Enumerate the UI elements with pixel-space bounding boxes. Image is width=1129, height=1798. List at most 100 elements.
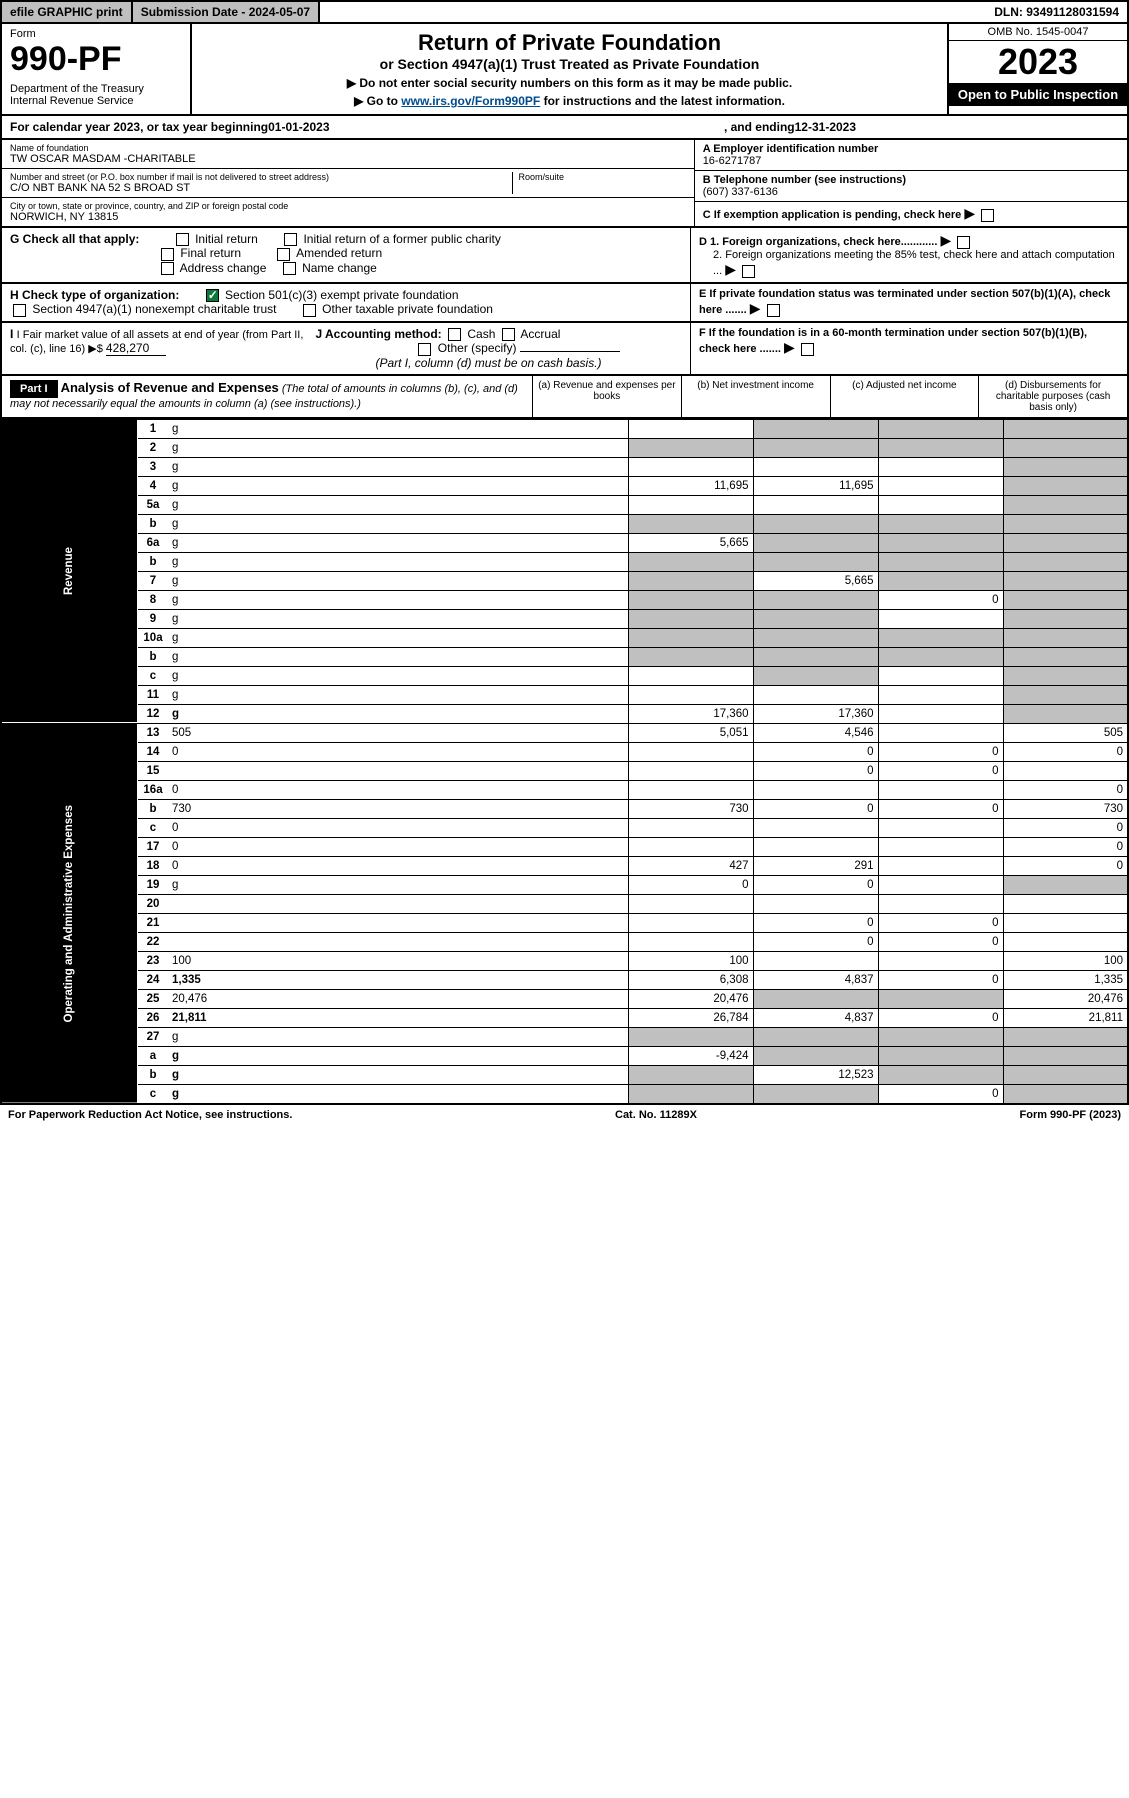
line-number: 22 xyxy=(138,932,168,951)
amount-cell: 4,837 xyxy=(753,1008,878,1027)
line-description: 0 xyxy=(168,837,628,856)
amount-cell xyxy=(1003,419,1128,438)
amount-cell xyxy=(628,552,753,571)
amount-cell xyxy=(753,590,878,609)
amount-cell: 0 xyxy=(878,590,1003,609)
amount-cell: 4,546 xyxy=(753,723,878,742)
col-b-header: (b) Net investment income xyxy=(681,376,830,417)
g-label: G Check all that apply: xyxy=(10,232,139,246)
line-description: g xyxy=(168,647,628,666)
amount-cell xyxy=(878,666,1003,685)
line-number: 5a xyxy=(138,495,168,514)
line-number: a xyxy=(138,1046,168,1065)
g-former-charity[interactable] xyxy=(284,233,297,246)
amount-cell xyxy=(1003,514,1128,533)
g-amended[interactable] xyxy=(277,248,290,261)
amount-cell xyxy=(628,742,753,761)
h-4947[interactable] xyxy=(13,304,26,317)
line-number: 26 xyxy=(138,1008,168,1027)
table-row: 7g5,665 xyxy=(1,571,1128,590)
form-url-link[interactable]: www.irs.gov/Form990PF xyxy=(401,94,540,108)
form-label: Form xyxy=(10,28,182,40)
table-row: 9g xyxy=(1,609,1128,628)
line-description: g xyxy=(168,514,628,533)
d1-checkbox[interactable] xyxy=(957,236,970,249)
g-final-return[interactable] xyxy=(161,248,174,261)
d1-label: D 1. Foreign organizations, check here..… xyxy=(699,236,937,248)
e-checkbox[interactable] xyxy=(767,304,780,317)
line-number: c xyxy=(138,1084,168,1104)
amount-cell xyxy=(628,571,753,590)
line-description: 100 xyxy=(168,951,628,970)
line-description: g xyxy=(168,1027,628,1046)
amount-cell: 0 xyxy=(753,913,878,932)
amount-cell: 0 xyxy=(878,799,1003,818)
footer-left: For Paperwork Reduction Act Notice, see … xyxy=(8,1109,292,1121)
amount-cell xyxy=(753,419,878,438)
line-number: 12 xyxy=(138,704,168,723)
amount-cell xyxy=(628,495,753,514)
amount-cell xyxy=(628,685,753,704)
line-description: 21,811 xyxy=(168,1008,628,1027)
d2-checkbox[interactable] xyxy=(742,265,755,278)
page-footer: For Paperwork Reduction Act Notice, see … xyxy=(0,1105,1129,1125)
g-initial-return[interactable] xyxy=(176,233,189,246)
amount-cell: 0 xyxy=(753,761,878,780)
table-row: 1804272910 xyxy=(1,856,1128,875)
ein-value: 16-6271787 xyxy=(703,155,1119,167)
j-accrual[interactable] xyxy=(502,328,515,341)
revenue-sidelabel: Revenue xyxy=(1,419,138,723)
amount-cell xyxy=(753,666,878,685)
c-checkbox[interactable] xyxy=(981,209,994,222)
line-description xyxy=(168,894,628,913)
amount-cell xyxy=(878,609,1003,628)
amount-cell xyxy=(1003,647,1128,666)
amount-cell: 21,811 xyxy=(1003,1008,1128,1027)
amount-cell xyxy=(753,894,878,913)
amount-cell: 4,837 xyxy=(753,970,878,989)
amount-cell: 0 xyxy=(878,1008,1003,1027)
efile-print[interactable]: efile GRAPHIC print xyxy=(2,2,133,22)
amount-cell xyxy=(1003,1084,1128,1104)
amount-cell xyxy=(628,590,753,609)
table-row: Operating and Administrative Expenses135… xyxy=(1,723,1128,742)
col-c-header: (c) Adjusted net income xyxy=(830,376,979,417)
footer-right: Form 990-PF (2023) xyxy=(1020,1109,1121,1121)
line-number: 9 xyxy=(138,609,168,628)
amount-cell xyxy=(878,723,1003,742)
amount-cell: 17,360 xyxy=(628,704,753,723)
part1-header: Part I Analysis of Revenue and Expenses … xyxy=(0,376,1129,419)
g-name-change[interactable] xyxy=(283,262,296,275)
j-cash[interactable] xyxy=(448,328,461,341)
table-row: 1500 xyxy=(1,761,1128,780)
amount-cell xyxy=(753,1046,878,1065)
instr-line1: ▶ Do not enter social security numbers o… xyxy=(198,76,941,90)
table-row: 16a00 xyxy=(1,780,1128,799)
line-description: g xyxy=(168,685,628,704)
amount-cell xyxy=(628,837,753,856)
table-row: 23100100100 xyxy=(1,951,1128,970)
amount-cell xyxy=(753,628,878,647)
line-number: 15 xyxy=(138,761,168,780)
line-description: g xyxy=(168,1065,628,1084)
form-number: 990-PF xyxy=(10,40,182,79)
amount-cell xyxy=(628,1027,753,1046)
line-number: 21 xyxy=(138,913,168,932)
amount-cell xyxy=(753,1084,878,1104)
h-501c3[interactable] xyxy=(206,289,219,302)
amount-cell xyxy=(753,818,878,837)
amount-cell xyxy=(878,457,1003,476)
f-checkbox[interactable] xyxy=(801,343,814,356)
h-other-taxable[interactable] xyxy=(303,304,316,317)
amount-cell xyxy=(1003,875,1128,894)
amount-cell: 0 xyxy=(878,932,1003,951)
table-row: 1700 xyxy=(1,837,1128,856)
table-row: 3g xyxy=(1,457,1128,476)
j-other[interactable] xyxy=(418,343,431,356)
part1-badge: Part I xyxy=(10,380,58,398)
amount-cell: 0 xyxy=(878,1084,1003,1104)
amount-cell xyxy=(878,1065,1003,1084)
line-number: 1 xyxy=(138,419,168,438)
phone-value: (607) 337-6136 xyxy=(703,186,1119,198)
g-address-change[interactable] xyxy=(161,262,174,275)
